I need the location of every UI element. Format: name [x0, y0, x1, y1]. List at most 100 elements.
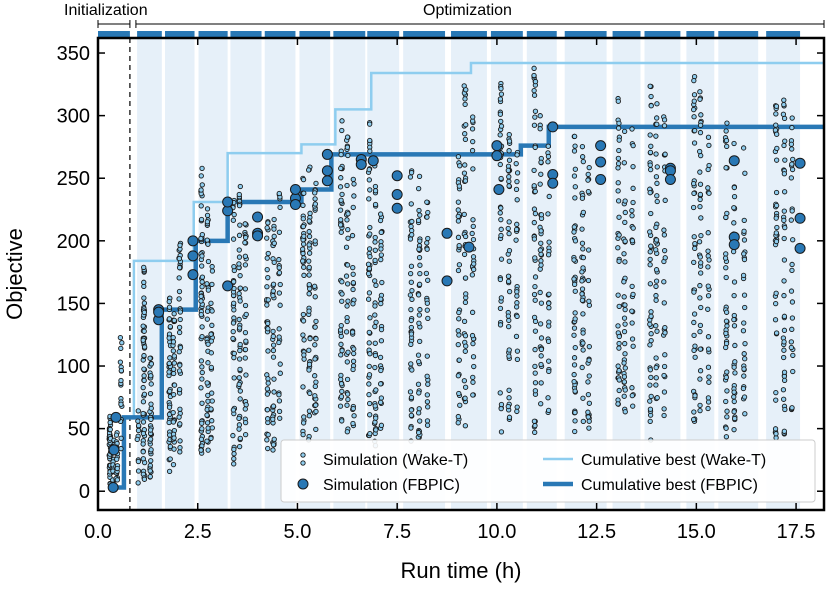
- wake-t-point: [653, 292, 659, 299]
- wake-t-point: [313, 402, 319, 408]
- wake-t-point: [780, 111, 787, 117]
- wake-t-point: [141, 264, 147, 271]
- wake-t-point: [470, 114, 476, 120]
- wake-t-point: [199, 420, 205, 426]
- wake-t-point: [580, 347, 586, 353]
- wake-t-point: [654, 164, 660, 170]
- wake-t-point: [648, 210, 654, 217]
- wake-t-point: [242, 239, 248, 246]
- wake-t-point: [740, 328, 747, 334]
- wake-t-point: [742, 356, 748, 362]
- wake-t-point: [378, 296, 384, 302]
- wake-t-point: [506, 395, 512, 401]
- wake-t-point: [462, 275, 469, 281]
- wake-t-point: [731, 316, 737, 323]
- wake-t-point: [171, 382, 178, 388]
- wake-t-point: [456, 309, 462, 316]
- wake-t-point: [723, 274, 729, 281]
- wake-t-point: [616, 120, 622, 126]
- wake-t-point: [579, 291, 585, 297]
- wake-t-point: [345, 211, 351, 217]
- wake-t-point: [629, 126, 635, 132]
- wake-t-point: [514, 356, 521, 363]
- wake-t-point: [781, 369, 788, 375]
- wake-t-point: [270, 288, 276, 294]
- wake-t-point: [723, 137, 730, 144]
- wake-t-point: [425, 209, 431, 216]
- wake-t-point: [177, 309, 183, 315]
- wake-t-point: [306, 228, 312, 235]
- wake-t-point: [148, 416, 154, 423]
- wake-t-point: [312, 190, 318, 196]
- batch-band: [451, 38, 487, 510]
- wake-t-point: [571, 257, 577, 263]
- wake-t-point: [545, 211, 551, 217]
- wake-t-point: [424, 399, 431, 405]
- wake-t-point: [470, 138, 476, 145]
- wake-t-point: [204, 206, 211, 212]
- wake-t-point: [538, 262, 544, 268]
- wake-t-point: [579, 240, 586, 246]
- wake-t-point: [648, 243, 654, 249]
- wake-t-point: [312, 393, 318, 399]
- wake-t-point: [350, 176, 356, 183]
- wake-t-point: [338, 165, 344, 172]
- wake-t-point: [773, 389, 779, 396]
- wake-t-point: [338, 352, 344, 358]
- wake-t-point: [497, 305, 504, 312]
- wake-t-point: [498, 429, 505, 435]
- wake-t-point: [276, 256, 282, 263]
- wake-t-point: [653, 224, 659, 230]
- wake-t-point: [616, 232, 622, 238]
- wake-t-point: [741, 237, 748, 243]
- batch-marker: [98, 31, 130, 38]
- wake-t-point: [366, 372, 373, 378]
- wake-t-point: [313, 426, 319, 433]
- axes-frame: [96, 36, 826, 512]
- wake-t-point: [506, 353, 512, 359]
- wake-t-point: [417, 262, 423, 268]
- wake-t-point: [461, 211, 467, 218]
- wake-t-point: [147, 468, 153, 474]
- wake-t-point: [586, 344, 592, 350]
- wake-t-point: [264, 407, 271, 413]
- wake-t-points: [106, 65, 796, 488]
- wake-t-point: [367, 224, 373, 231]
- wake-t-point: [661, 300, 667, 306]
- wake-t-point: [301, 356, 307, 362]
- wake-t-point: [236, 426, 242, 432]
- wake-t-point: [271, 376, 277, 382]
- wake-t-point: [586, 425, 592, 431]
- wake-t-point: [118, 345, 124, 352]
- y-tick-label: 100: [57, 356, 90, 378]
- wake-t-point: [585, 277, 592, 284]
- wake-t-point: [377, 354, 384, 360]
- wake-t-point: [532, 274, 539, 280]
- wake-t-point: [367, 148, 373, 154]
- wake-t-point: [471, 261, 477, 267]
- wake-t-point: [372, 303, 378, 309]
- wake-t-point: [647, 342, 653, 348]
- wake-t-point: [198, 311, 204, 318]
- wake-t-point: [789, 208, 795, 214]
- wake-t-point: [538, 240, 544, 246]
- batch-marker: [198, 31, 228, 38]
- fbpic-point: [441, 227, 453, 239]
- wake-t-point: [697, 322, 704, 329]
- wake-t-point: [692, 343, 698, 349]
- wake-t-point: [470, 254, 477, 260]
- wake-t-point: [470, 217, 476, 223]
- wake-t-point: [307, 250, 313, 256]
- wake-t-point: [585, 379, 591, 385]
- wake-t-point: [417, 306, 423, 313]
- wake-t-point: [781, 354, 787, 361]
- fbpic-point: [153, 306, 165, 318]
- wake-t-point: [339, 298, 345, 304]
- wake-t-point: [135, 480, 141, 486]
- wake-t-point: [351, 350, 357, 357]
- wake-t-point: [337, 403, 344, 409]
- wake-t-point: [622, 198, 628, 204]
- wake-t-point: [141, 391, 148, 397]
- wake-t-point: [344, 134, 351, 140]
- wake-t-point: [344, 281, 351, 287]
